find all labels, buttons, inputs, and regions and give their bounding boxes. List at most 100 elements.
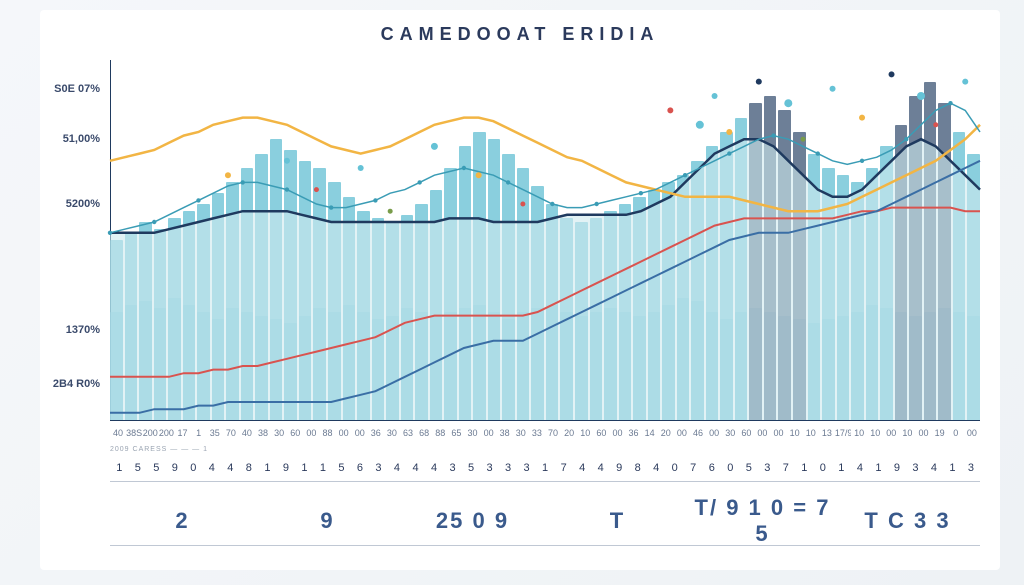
x-label-2: 7 xyxy=(777,462,796,475)
x-label-2: 4 xyxy=(425,462,444,475)
scatter-point xyxy=(726,129,732,135)
y-tick-label: 2B4 R0% xyxy=(40,378,100,390)
x-label-2: 4 xyxy=(203,462,222,475)
line-teal-marker xyxy=(816,151,820,155)
x-label-2: 1 xyxy=(536,462,555,475)
scatter-point xyxy=(667,107,673,113)
x-label-2: 1 xyxy=(295,462,314,475)
x-label-2: 1 xyxy=(110,462,129,475)
scatter-point xyxy=(225,172,231,178)
x-label-2: 9 xyxy=(610,462,629,475)
footer-stat: T C 3 3 xyxy=(835,508,980,534)
scatter-point xyxy=(917,92,925,100)
area-series xyxy=(110,139,980,420)
footer-stat: 25 0 9 xyxy=(400,508,545,534)
footer-stat: T/ 9 1 0 = 7 5 xyxy=(690,495,835,547)
x-label-2: 0 xyxy=(665,462,684,475)
line-teal-marker xyxy=(417,180,421,184)
line-teal-marker xyxy=(462,166,466,170)
scatter-point xyxy=(358,165,364,171)
line-teal-marker xyxy=(948,101,952,105)
line-teal-marker xyxy=(639,191,643,195)
scatter-point xyxy=(520,202,525,207)
scatter-point xyxy=(962,79,968,85)
line-teal-marker xyxy=(152,220,156,224)
x-label-2: 1 xyxy=(832,462,851,475)
y-tick-label: 5200% xyxy=(40,198,100,210)
x-label-2: 5 xyxy=(332,462,351,475)
x-label-2: 4 xyxy=(925,462,944,475)
x-label-2: 0 xyxy=(814,462,833,475)
x-label-2: 3 xyxy=(906,462,925,475)
x-label-2: 8 xyxy=(240,462,259,475)
scatter-point xyxy=(712,93,718,99)
scatter-point xyxy=(801,137,806,142)
line-teal-marker xyxy=(108,231,112,235)
footer-stat: 2 xyxy=(110,508,255,534)
scatter-point xyxy=(431,143,438,150)
y-tick-label: S0E 07% xyxy=(40,83,100,95)
scatter-point xyxy=(284,158,290,164)
x-label-2: 3 xyxy=(499,462,518,475)
x-label-2: 4 xyxy=(647,462,666,475)
x-label-2: 3 xyxy=(480,462,499,475)
legend-mini: 2009 CARESS — — — 1 xyxy=(110,446,980,453)
scatter-point xyxy=(933,122,938,127)
x-label-2: 9 xyxy=(277,462,296,475)
scatter-point xyxy=(756,79,762,85)
x-label-2: 5 xyxy=(129,462,148,475)
line-teal-marker xyxy=(196,198,200,202)
x-label-2: 1 xyxy=(869,462,888,475)
x-label-2: 5 xyxy=(462,462,481,475)
x-label-2: 6 xyxy=(703,462,722,475)
x-label-2: 3 xyxy=(962,462,981,475)
footer-stats: 2925 0 9TT/ 9 1 0 = 7 5T C 3 3 xyxy=(110,496,980,546)
scatter-point xyxy=(388,209,393,214)
scatter-point xyxy=(476,172,482,178)
line-teal-marker xyxy=(506,180,510,184)
x-label-2: 9 xyxy=(888,462,907,475)
scatter-point xyxy=(696,121,704,129)
x-label-2: 0 xyxy=(721,462,740,475)
scatter-point xyxy=(784,99,792,107)
line-teal-marker xyxy=(771,133,775,137)
line-teal-marker xyxy=(904,137,908,141)
x-label-2: 3 xyxy=(758,462,777,475)
y-tick-label: 1370% xyxy=(40,324,100,336)
x-label-2: 7 xyxy=(554,462,573,475)
x-label-2: 1 xyxy=(258,462,277,475)
x-axis-line xyxy=(110,420,980,421)
x-label-2: 4 xyxy=(573,462,592,475)
x-label-2: 7 xyxy=(684,462,703,475)
x-label-2: 4 xyxy=(851,462,870,475)
x-label-2: 3 xyxy=(443,462,462,475)
svg-overlay xyxy=(110,60,980,420)
x-label-2: 5 xyxy=(740,462,759,475)
line-teal-marker xyxy=(860,159,864,163)
y-tick-label: 51,00% xyxy=(40,133,100,145)
x-label-2: 4 xyxy=(406,462,425,475)
line-teal-marker xyxy=(683,173,687,177)
line-teal-marker xyxy=(594,202,598,206)
x-label-2: 4 xyxy=(388,462,407,475)
chart-title: CAMEDOOAT ERIDIA xyxy=(40,24,1000,45)
line-teal-marker xyxy=(550,202,554,206)
x-label-2: 3 xyxy=(517,462,536,475)
x-label-2: 1 xyxy=(795,462,814,475)
plot-area xyxy=(110,60,980,420)
x-label-2: 4 xyxy=(591,462,610,475)
y-axis: S0E 07% 51,00% 5200% 1370% 2B4 R0% xyxy=(40,60,110,420)
scatter-point xyxy=(889,71,895,77)
line-teal-marker xyxy=(241,180,245,184)
scatter-point xyxy=(830,86,836,92)
x-label-2: 8 xyxy=(628,462,647,475)
line-teal-marker xyxy=(727,151,731,155)
x-label-2: 0 xyxy=(184,462,203,475)
x-label-2: 6 xyxy=(351,462,370,475)
x-label-2: 3 xyxy=(369,462,388,475)
chart-canvas: CAMEDOOAT ERIDIA S0E 07% 51,00% 5200% 1370%… xyxy=(40,10,1000,570)
line-teal-marker xyxy=(329,205,333,209)
x-label-2: 5 xyxy=(147,462,166,475)
footer-stat: 9 xyxy=(255,508,400,534)
x-axis-labels-row-2: 1559044819115634443533317449840760537101… xyxy=(110,462,980,482)
